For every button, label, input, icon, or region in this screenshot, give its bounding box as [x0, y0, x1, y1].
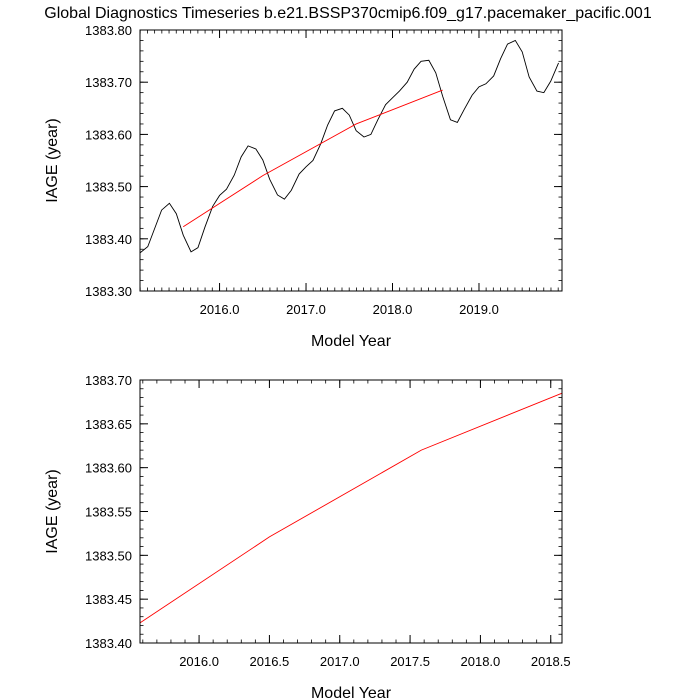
y-tick-label: 1383.40 — [85, 636, 132, 651]
x-tick-label: 2018.5 — [531, 654, 571, 669]
page-title: Global Diagnostics Timeseries b.e21.BSSP… — [44, 5, 652, 22]
x-tick-label: 2018.0 — [373, 302, 413, 317]
plot-frame — [139, 29, 563, 292]
y-tick-label: 1383.60 — [85, 461, 132, 476]
x-tick-label: 2018.0 — [461, 654, 501, 669]
x-tick-label: 2016.5 — [250, 654, 290, 669]
x-axis-label: Model Year — [311, 685, 392, 700]
x-tick-label: 2017.0 — [286, 302, 326, 317]
y-tick-label: 1383.30 — [85, 284, 132, 299]
x-tick-label: 2017.0 — [320, 654, 360, 669]
y-tick-label: 1383.50 — [85, 548, 132, 563]
y-axis-label: IAGE (year) — [44, 118, 61, 202]
trend-line — [182, 89, 443, 228]
lower-trend-panel: 2016.0 2016.5 2017.0 2017.5 2018.0 2018.5 1383… — [44, 373, 571, 700]
y-tick-label: 1383.50 — [85, 180, 132, 195]
monthly-line — [139, 39, 559, 254]
y-tick-label: 1383.70 — [85, 373, 132, 388]
x-tick-label: 2019.0 — [459, 302, 499, 317]
x-tick-label: 2016.0 — [200, 302, 240, 317]
y-tick-label: 1383.65 — [85, 417, 132, 432]
y-tick-label: 1383.70 — [85, 75, 132, 90]
y-tick-label: 1383.45 — [85, 592, 132, 607]
x-tick-label: 2016.0 — [179, 654, 219, 669]
plot-frame — [139, 379, 563, 644]
upper-timeseries-panel: 2016.0 2017.0 2018.0 2019.0 1383.30 1383.40 13… — [44, 23, 563, 350]
y-tick-label: 1383.55 — [85, 505, 132, 520]
x-tick-label: 2017.5 — [390, 654, 430, 669]
trend-line — [139, 392, 563, 624]
y-tick-label: 1383.60 — [85, 127, 132, 142]
y-axis-label: IAGE (year) — [44, 469, 61, 553]
x-axis-label: Model Year — [311, 333, 392, 350]
y-tick-label: 1383.80 — [85, 23, 132, 38]
y-tick-label: 1383.40 — [85, 232, 132, 247]
